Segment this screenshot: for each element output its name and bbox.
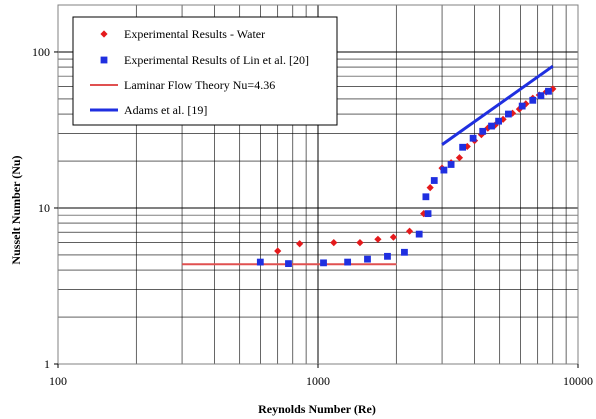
experimental-results-of-lin-et-al-20-point	[440, 166, 448, 174]
legend-swatch-experimental-results-of-lin-et-al-20	[100, 56, 108, 64]
experimental-results-of-lin-et-al-20-point	[422, 193, 430, 201]
experimental-results-of-lin-et-al-20-point	[518, 102, 526, 110]
experimental-results-of-lin-et-al-20-point	[479, 127, 487, 135]
experimental-results-water-point	[549, 85, 557, 93]
x-tick-label: 100	[49, 374, 67, 388]
experimental-results-water-point	[522, 100, 530, 108]
experimental-results-of-lin-et-al-20-point	[364, 255, 371, 263]
legend-label-adams: Adams et al. [19]	[124, 103, 207, 117]
experimental-results-water-point	[455, 154, 464, 162]
experimental-results-of-lin-et-al-20-point	[459, 143, 467, 151]
legend-label-water: Experimental Results - Water	[124, 27, 265, 41]
y-tick-label: 100	[32, 45, 50, 59]
experimental-results-of-lin-et-al-20-point	[401, 248, 408, 256]
y-tick-label: 1	[44, 357, 50, 371]
x-tick-label: 10000	[563, 374, 593, 388]
experimental-results-water-point	[463, 142, 471, 151]
experimental-results-of-lin-et-al-20-point	[447, 161, 455, 168]
experimental-results-water-point	[405, 227, 414, 235]
legend-swatches	[90, 30, 118, 112]
experimental-results-of-lin-et-al-20-point	[505, 110, 512, 118]
experimental-results-of-lin-et-al-20-point	[320, 259, 327, 267]
experimental-results-water-point	[330, 238, 338, 247]
legend: Experimental Results - Water Experimenta…	[72, 16, 338, 126]
legend-label-laminar: Laminar Flow Theory Nu=4.36	[124, 78, 275, 92]
legend-box	[72, 16, 338, 126]
experimental-results-of-lin-et-al-20-point	[384, 252, 391, 260]
adams-et-al-19-line	[441, 64, 554, 146]
experimental-results-of-lin-et-al-20-point	[545, 87, 552, 95]
x-axis-title: Reynolds Number (Re)	[258, 402, 376, 416]
x-tick-label: 1000	[306, 374, 330, 388]
legend-swatch-experimental-results-water	[100, 30, 108, 38]
experimental-results-of-lin-et-al-20-point	[469, 134, 477, 142]
experimental-results-of-lin-et-al-20-point	[430, 177, 438, 184]
experimental-results-of-lin-et-al-20-point	[424, 210, 432, 218]
legend-label-lin: Experimental Results of Lin et al. [20]	[124, 53, 309, 67]
experimental-results-of-lin-et-al-20-point	[344, 258, 352, 266]
experimental-results-of-lin-et-al-20-point	[256, 258, 264, 266]
y-axis-title: Nusselt Number (Nu)	[9, 155, 23, 264]
experimental-results-of-lin-et-al-20-point	[529, 96, 537, 104]
y-tick-labels: 1 10 100	[32, 45, 58, 371]
experimental-results-water-point	[296, 240, 304, 248]
experimental-results-water-point	[426, 184, 434, 192]
experimental-results-of-lin-et-al-20-point	[415, 230, 423, 238]
experimental-results-of-lin-et-al-20-point	[488, 122, 495, 130]
experimental-results-of-lin-et-al-20-point	[285, 260, 292, 268]
experimental-results-of-lin-et-al-20-point	[537, 92, 545, 100]
experimental-results-water-point	[389, 233, 398, 241]
experimental-results-water-point	[274, 247, 282, 255]
y-tick-label: 10	[38, 201, 50, 215]
experimental-results-water-point	[508, 109, 517, 117]
experimental-results-water-point	[356, 238, 364, 247]
experimental-results-water-point	[374, 235, 382, 243]
series-markers	[256, 85, 557, 268]
experimental-results-of-lin-et-al-20-point	[495, 117, 502, 125]
x-tick-labels: 100 1000 10000	[49, 364, 593, 388]
